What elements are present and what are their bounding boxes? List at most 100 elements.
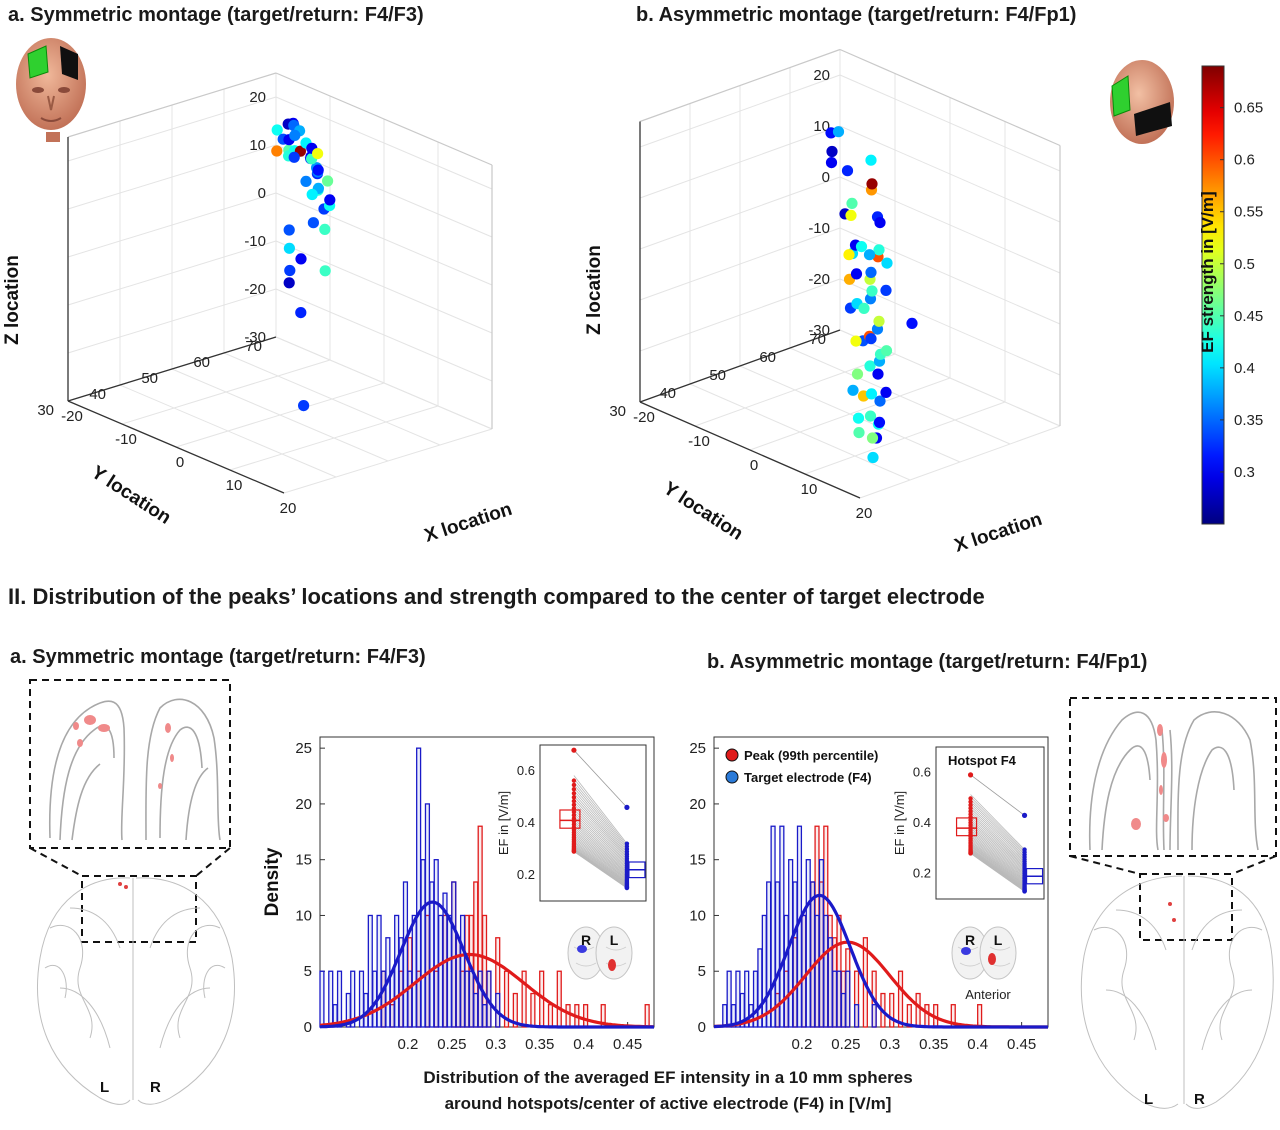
z-tick-label: 0 (258, 185, 266, 202)
coronal-r-label: R (581, 932, 591, 948)
target-hist-bar (810, 881, 816, 1028)
scatter-point (312, 148, 324, 160)
target-hist-bar (761, 914, 767, 1028)
target-hist-bar (735, 970, 741, 1028)
scatter-point (307, 217, 319, 229)
y-tick-label: 25 (295, 740, 312, 757)
x-tick-label: -20 (633, 409, 655, 426)
z-tick-label: 20 (249, 89, 266, 106)
y-tick-label: 10 (295, 907, 312, 924)
scatter3d-asymmetric: 20 10 0 -10 -20 -30 30 40 50 60 70 -20 -10 0 10 20 Z loc… (584, 48, 1061, 557)
scatter-point (284, 264, 296, 277)
peak-hist-bar (512, 992, 518, 1028)
scatter-point (855, 241, 868, 253)
scatter-point (880, 345, 893, 357)
y-tick-label: 50 (709, 367, 726, 384)
colorbar-tick-label: 0.5 (1234, 256, 1255, 273)
y-tick-label: 5 (698, 963, 706, 980)
x-tick-label: -10 (115, 431, 137, 448)
y-tick-label: 40 (659, 385, 676, 402)
peak-hist-bar (565, 1004, 571, 1028)
inset-tick-label: 0.2 (517, 867, 535, 882)
target-hist-bar (823, 914, 829, 1028)
scatter-point (850, 335, 862, 347)
brain-left-label-a: L (100, 1079, 109, 1096)
peak-hist-bar (547, 1004, 554, 1028)
legend-peak-label: Peak (99th percentile) (744, 748, 878, 763)
target-hist-bar (481, 1004, 488, 1028)
x-tick-label: 0 (176, 454, 184, 471)
brain-axial-asymmetric: L R (1069, 697, 1277, 1109)
legend-target-label: Target electrode (F4) (744, 770, 872, 785)
z-tick-label: -10 (808, 220, 830, 237)
scatter-point (881, 257, 893, 269)
z-axis-label: Z location (584, 245, 605, 335)
legend-peak-icon (725, 748, 739, 762)
peak-hist-bar (915, 992, 921, 1028)
legend-target-icon (725, 770, 739, 784)
target-hist-bar (416, 747, 422, 1028)
inset-peak-box (559, 809, 581, 829)
target-hist-bar (464, 970, 470, 1028)
x-tick-label: 0.2 (397, 1036, 418, 1053)
peak-fit-curve (319, 952, 655, 1029)
y-axis-label: Y location (659, 478, 746, 545)
head-symmetric-icon (16, 38, 86, 142)
inset-tick-label: 0.4 (913, 815, 931, 830)
colorbar-tick-label: 0.45 (1234, 308, 1263, 325)
y-tick-label: 0 (304, 1019, 312, 1036)
y-tick-label: 0 (698, 1019, 706, 1036)
z-axis-label: Z location (2, 255, 23, 345)
target-fit-curve (713, 893, 1048, 1029)
x-tick-label: 0 (750, 457, 758, 474)
y-tick-label: 60 (759, 349, 776, 366)
target-hist-bar (336, 970, 343, 1028)
inset-tick-label: 0.6 (913, 764, 931, 779)
section-ii-title: II. Distribution of the peaks’ locations… (8, 584, 985, 609)
scatter-point (906, 317, 918, 329)
target-hist-bar (328, 970, 334, 1028)
scatter-point (841, 165, 854, 177)
scatter-point (319, 223, 331, 235)
scatter-point (880, 386, 892, 398)
peak-hist-bar (583, 1004, 589, 1028)
zoom-box (1069, 697, 1277, 857)
x-tick-label: 0.25 (437, 1036, 466, 1053)
y-tick-label: 20 (295, 796, 312, 813)
scatter-point (271, 145, 283, 157)
scatter-point (288, 151, 300, 163)
target-hist-bar (779, 825, 785, 1028)
target-hist-bar (433, 859, 439, 1028)
anterior-label: Anterior (965, 987, 1011, 1002)
x-tick-label: 0.45 (1007, 1036, 1036, 1053)
scatter-point (271, 124, 283, 136)
coronal-l-label: L (610, 932, 619, 948)
peak-hist-bar (977, 1004, 983, 1028)
scatter-point (873, 416, 886, 428)
scatter-point (865, 266, 877, 278)
z-tick-label: 10 (249, 137, 266, 154)
colorbar-tick-label: 0.35 (1234, 412, 1263, 429)
colorbar-tick-label: 0.55 (1234, 204, 1263, 221)
hotspot-label: Hotspot F4 (948, 753, 1017, 768)
peak-hist-bar (924, 1004, 930, 1028)
scatter-point (319, 265, 331, 277)
coronal-r-label: R (965, 932, 975, 948)
z-tick-label: -30 (244, 329, 266, 346)
inset-target-max (624, 804, 630, 810)
target-hist-bar (726, 970, 732, 1028)
x-tick-label: 10 (226, 477, 243, 494)
panel-a-3d-title: a. Symmetric montage (target/return: F4/… (8, 4, 424, 26)
target-hist-bar (744, 970, 750, 1028)
panel-b-hist-title: b. Asymmetric montage (target/return: F4… (707, 651, 1148, 673)
brain-right-label-b: R (1194, 1091, 1205, 1108)
y-tick-label: 30 (37, 402, 54, 419)
target-hist-bar (840, 992, 846, 1028)
target-hist-bar (459, 914, 466, 1028)
target-hist-bar (832, 970, 838, 1028)
head-asymmetric-icon (1110, 60, 1174, 144)
target-hist-bar (792, 881, 798, 1028)
histogram-symmetric: 0 5 10 15 20 25 0.2 0.25 0.3 0.35 0.4 0.45 Density 0.… (262, 736, 655, 1053)
scatter-point (850, 268, 863, 280)
y-axis-label: Density (262, 847, 283, 916)
